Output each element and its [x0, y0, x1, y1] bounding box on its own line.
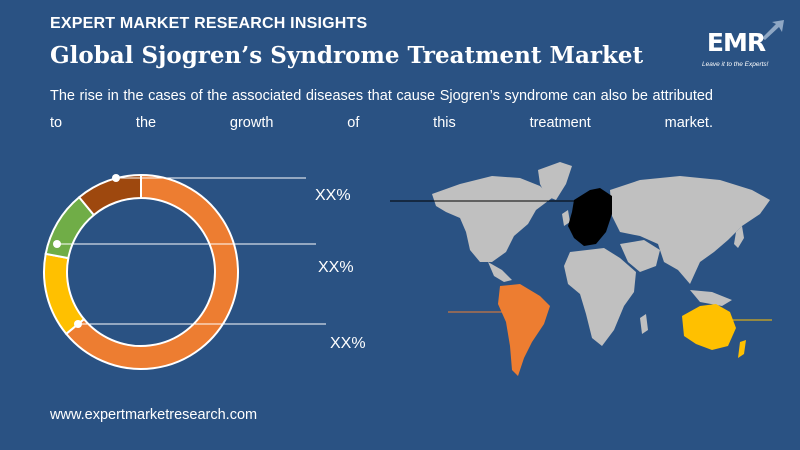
footer-url[interactable]: www.expertmarketresearch.com — [50, 407, 258, 423]
donut-leaders — [53, 174, 326, 328]
donut-slice-1 — [64, 173, 239, 370]
region-central-america — [488, 262, 512, 282]
data-label-3: XX% — [330, 335, 366, 352]
region-europe — [568, 188, 612, 246]
region-south-america — [498, 284, 550, 376]
region-greenland — [538, 162, 572, 200]
logo-tagline: Leave it to the Experts! — [702, 61, 769, 68]
leader-dot-2 — [53, 240, 61, 248]
region-africa — [564, 248, 636, 346]
eyebrow-heading: EXPERT MARKET RESEARCH INSIGHTS — [50, 15, 368, 32]
leader-dot-3 — [74, 320, 82, 328]
emr-logo: EMR Leave it to the Experts! — [700, 20, 785, 70]
region-middle-east — [620, 240, 660, 272]
data-label-1: XX% — [315, 187, 351, 204]
data-label-2: XX% — [318, 259, 354, 276]
donut-slice-4 — [77, 173, 142, 217]
region-asia — [610, 176, 770, 284]
region-australia — [682, 304, 736, 350]
region-se-asia — [690, 290, 732, 306]
logo-text: EMR — [706, 28, 766, 57]
region-uk — [562, 210, 570, 226]
leader-dot-1 — [112, 174, 120, 182]
page-title: Global Sjogren’s Syndrome Treatment Mark… — [50, 42, 644, 69]
description-text: The rise in the cases of the associated … — [50, 88, 713, 131]
donut-slices — [43, 173, 239, 370]
region-north-america — [432, 176, 552, 262]
region-madagascar — [640, 314, 648, 334]
region-new-zealand — [738, 340, 746, 358]
map-land — [432, 162, 770, 346]
arrow-icon — [762, 20, 784, 40]
region-japan — [734, 226, 744, 248]
